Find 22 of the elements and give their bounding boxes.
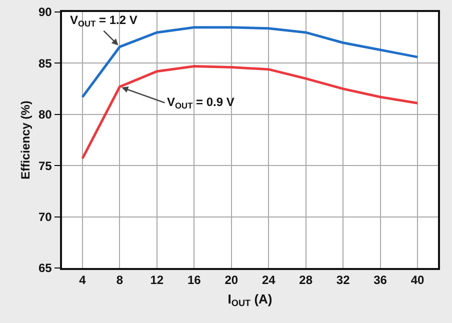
- x-tick-label: 4: [79, 273, 86, 288]
- x-axis-title: I$_{OUT}$ (A): [228, 291, 272, 308]
- y-axis-title: Efficiency (%): [18, 100, 32, 180]
- x-tick-label: 28: [299, 273, 313, 288]
- x-tick-label: 16: [187, 273, 202, 288]
- y-tick-label: 70: [38, 210, 52, 224]
- annotation: V$_{OUT}$ = 1.2 V: [70, 13, 138, 29]
- x-tick-label: 8: [116, 273, 124, 288]
- y-tick-label: 90: [38, 5, 52, 20]
- y-tick-label: 75: [38, 158, 52, 173]
- x-tick-label: 36: [374, 273, 388, 288]
- line-series: [81, 65, 419, 160]
- line-series: [81, 26, 419, 98]
- y-tick-label: 65: [38, 261, 52, 276]
- x-tick-label: 12: [150, 273, 164, 288]
- x-tick-label: 24: [262, 273, 276, 288]
- x-tick-label: 32: [336, 273, 350, 288]
- x-tick-label: 40: [410, 273, 425, 288]
- annotation: V$_{OUT}$ = 0.9 V: [167, 95, 234, 111]
- x-tick-label: 20: [224, 273, 238, 288]
- y-tick-label: 85: [38, 56, 52, 70]
- y-tick-label: 80: [38, 108, 52, 122]
